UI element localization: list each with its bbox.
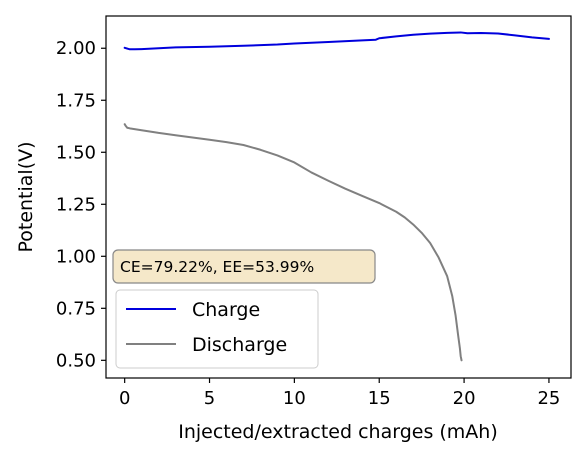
series-layer: [123, 31, 550, 362]
legend-label-discharge: Discharge: [192, 334, 287, 356]
y-tick-label: 1.00: [56, 246, 96, 267]
plot-frame: [105, 15, 572, 379]
annotation-text: CE=79.22%, EE=53.99%: [120, 258, 314, 276]
y-tick-label: 1.75: [56, 90, 96, 111]
x-tick-label: 20: [453, 388, 476, 409]
legend: Charge Discharge: [115, 289, 319, 369]
y-axis-label: Potential(V): [15, 141, 37, 252]
annotation-box: CE=79.22%, EE=53.99%: [112, 249, 376, 284]
y-tick-label: 2.00: [56, 38, 96, 59]
series-line-charge: [123, 31, 550, 51]
y-tick-label: 1.25: [56, 194, 96, 215]
x-axis-label: Injected/extracted charges (mAh): [178, 421, 498, 443]
x-tick-label: 5: [204, 388, 215, 409]
x-tick-label: 25: [537, 388, 560, 409]
legend-label-charge: Charge: [192, 299, 260, 321]
y-tick-label: 0.75: [56, 298, 96, 319]
series-line-discharge: [123, 123, 463, 362]
x-tick-label: 10: [283, 388, 306, 409]
ticks-layer: 0 5 10 15 20 25 0.50 0.75 1.00 1.25 1.50 1.75 2.00: [56, 38, 560, 409]
x-tick-label: 15: [368, 388, 391, 409]
y-tick-label: 1.50: [56, 142, 96, 163]
y-tick-label: 0.50: [56, 350, 96, 371]
annotation-frame: [112, 249, 376, 284]
x-tick-label: 0: [119, 388, 130, 409]
